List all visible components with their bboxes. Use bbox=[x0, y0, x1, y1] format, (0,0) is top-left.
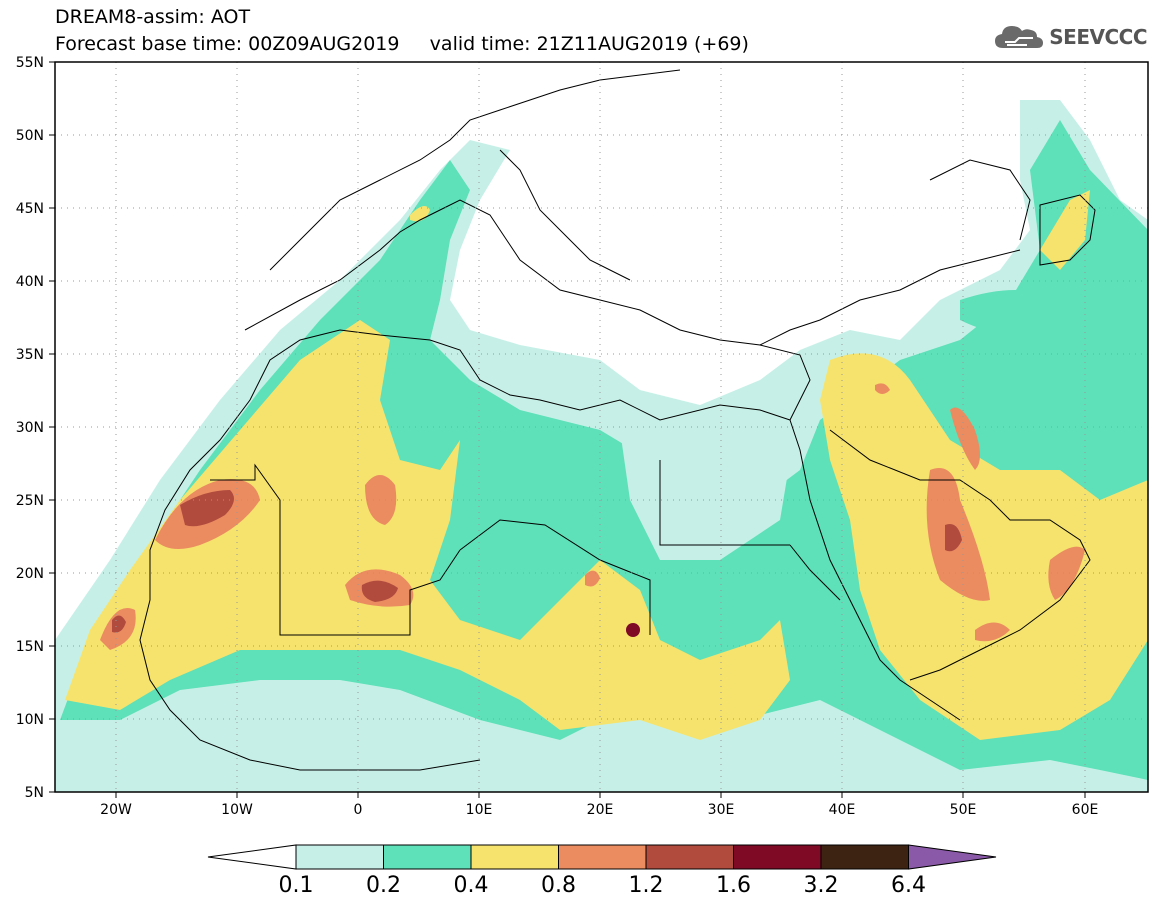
colorbar-label: 0.2 bbox=[366, 873, 401, 898]
x-tick-label: 30E bbox=[708, 802, 735, 818]
colorbar-left-arrow bbox=[207, 844, 297, 870]
x-tick-label: 10W bbox=[221, 802, 253, 818]
colorbar-label: 0.4 bbox=[454, 873, 489, 898]
y-tick-label: 35N bbox=[16, 347, 44, 363]
colorbar-swatch bbox=[733, 844, 822, 870]
colorbar-swatch bbox=[295, 844, 384, 870]
y-tick-label: 20N bbox=[16, 566, 44, 582]
x-tick-label: 20E bbox=[587, 802, 614, 818]
x-tick-label: 0 bbox=[354, 802, 363, 818]
map-subtitle: Forecast base time: 00Z09AUG2019 valid t… bbox=[55, 33, 749, 55]
colorbar-label: 3.2 bbox=[804, 873, 839, 898]
colorbar-label: 1.6 bbox=[716, 873, 751, 898]
y-tick-label: 55N bbox=[16, 55, 44, 71]
colorbar-swatch bbox=[383, 844, 472, 870]
colorbar-label: 0.8 bbox=[541, 873, 576, 898]
y-tick-label: 15N bbox=[16, 639, 44, 655]
y-tick-label: 5N bbox=[25, 785, 44, 801]
aot-field bbox=[55, 62, 1148, 792]
map-title: DREAM8-assim: AOT bbox=[55, 6, 251, 28]
logo-text: SEEVCCC bbox=[1049, 25, 1147, 49]
aot-band-1.2 bbox=[180, 490, 234, 527]
x-tick-label: 60E bbox=[1072, 802, 1099, 818]
cloud-icon bbox=[995, 26, 1044, 48]
colorbar-swatch bbox=[820, 844, 909, 870]
x-tick-label: 50E bbox=[950, 802, 977, 818]
colorbar: 0.1 0.2 0.4 0.8 1.2 1.6 3.2 6.4 bbox=[207, 844, 997, 898]
graticule bbox=[55, 62, 1148, 792]
colorbar-right-arrow bbox=[908, 844, 997, 870]
colorbar-label: 0.1 bbox=[279, 873, 314, 898]
x-tick-label: 20W bbox=[100, 802, 132, 818]
y-tick-label: 50N bbox=[16, 128, 44, 144]
colorbar-swatch bbox=[470, 844, 559, 870]
x-tick-label: 10E bbox=[466, 802, 493, 818]
y-tick-label: 45N bbox=[16, 201, 44, 217]
colorbar-swatch bbox=[645, 844, 734, 870]
colorbar-swatch bbox=[558, 844, 647, 870]
tick-marks bbox=[49, 61, 1086, 798]
seevccc-logo: SEEVCCC bbox=[993, 22, 1147, 52]
y-tick-label: 40N bbox=[16, 274, 44, 290]
y-tick-label: 10N bbox=[16, 712, 44, 728]
y-tick-label: 30N bbox=[16, 420, 44, 436]
colorbar-label: 6.4 bbox=[891, 873, 926, 898]
colorbar-label: 1.2 bbox=[629, 873, 664, 898]
aot-band-0.4 bbox=[65, 320, 790, 740]
aot-band-1.6 bbox=[626, 623, 640, 637]
y-tick-label: 25N bbox=[16, 493, 44, 509]
x-tick-label: 40E bbox=[829, 802, 856, 818]
coastlines bbox=[139, 69, 1096, 771]
